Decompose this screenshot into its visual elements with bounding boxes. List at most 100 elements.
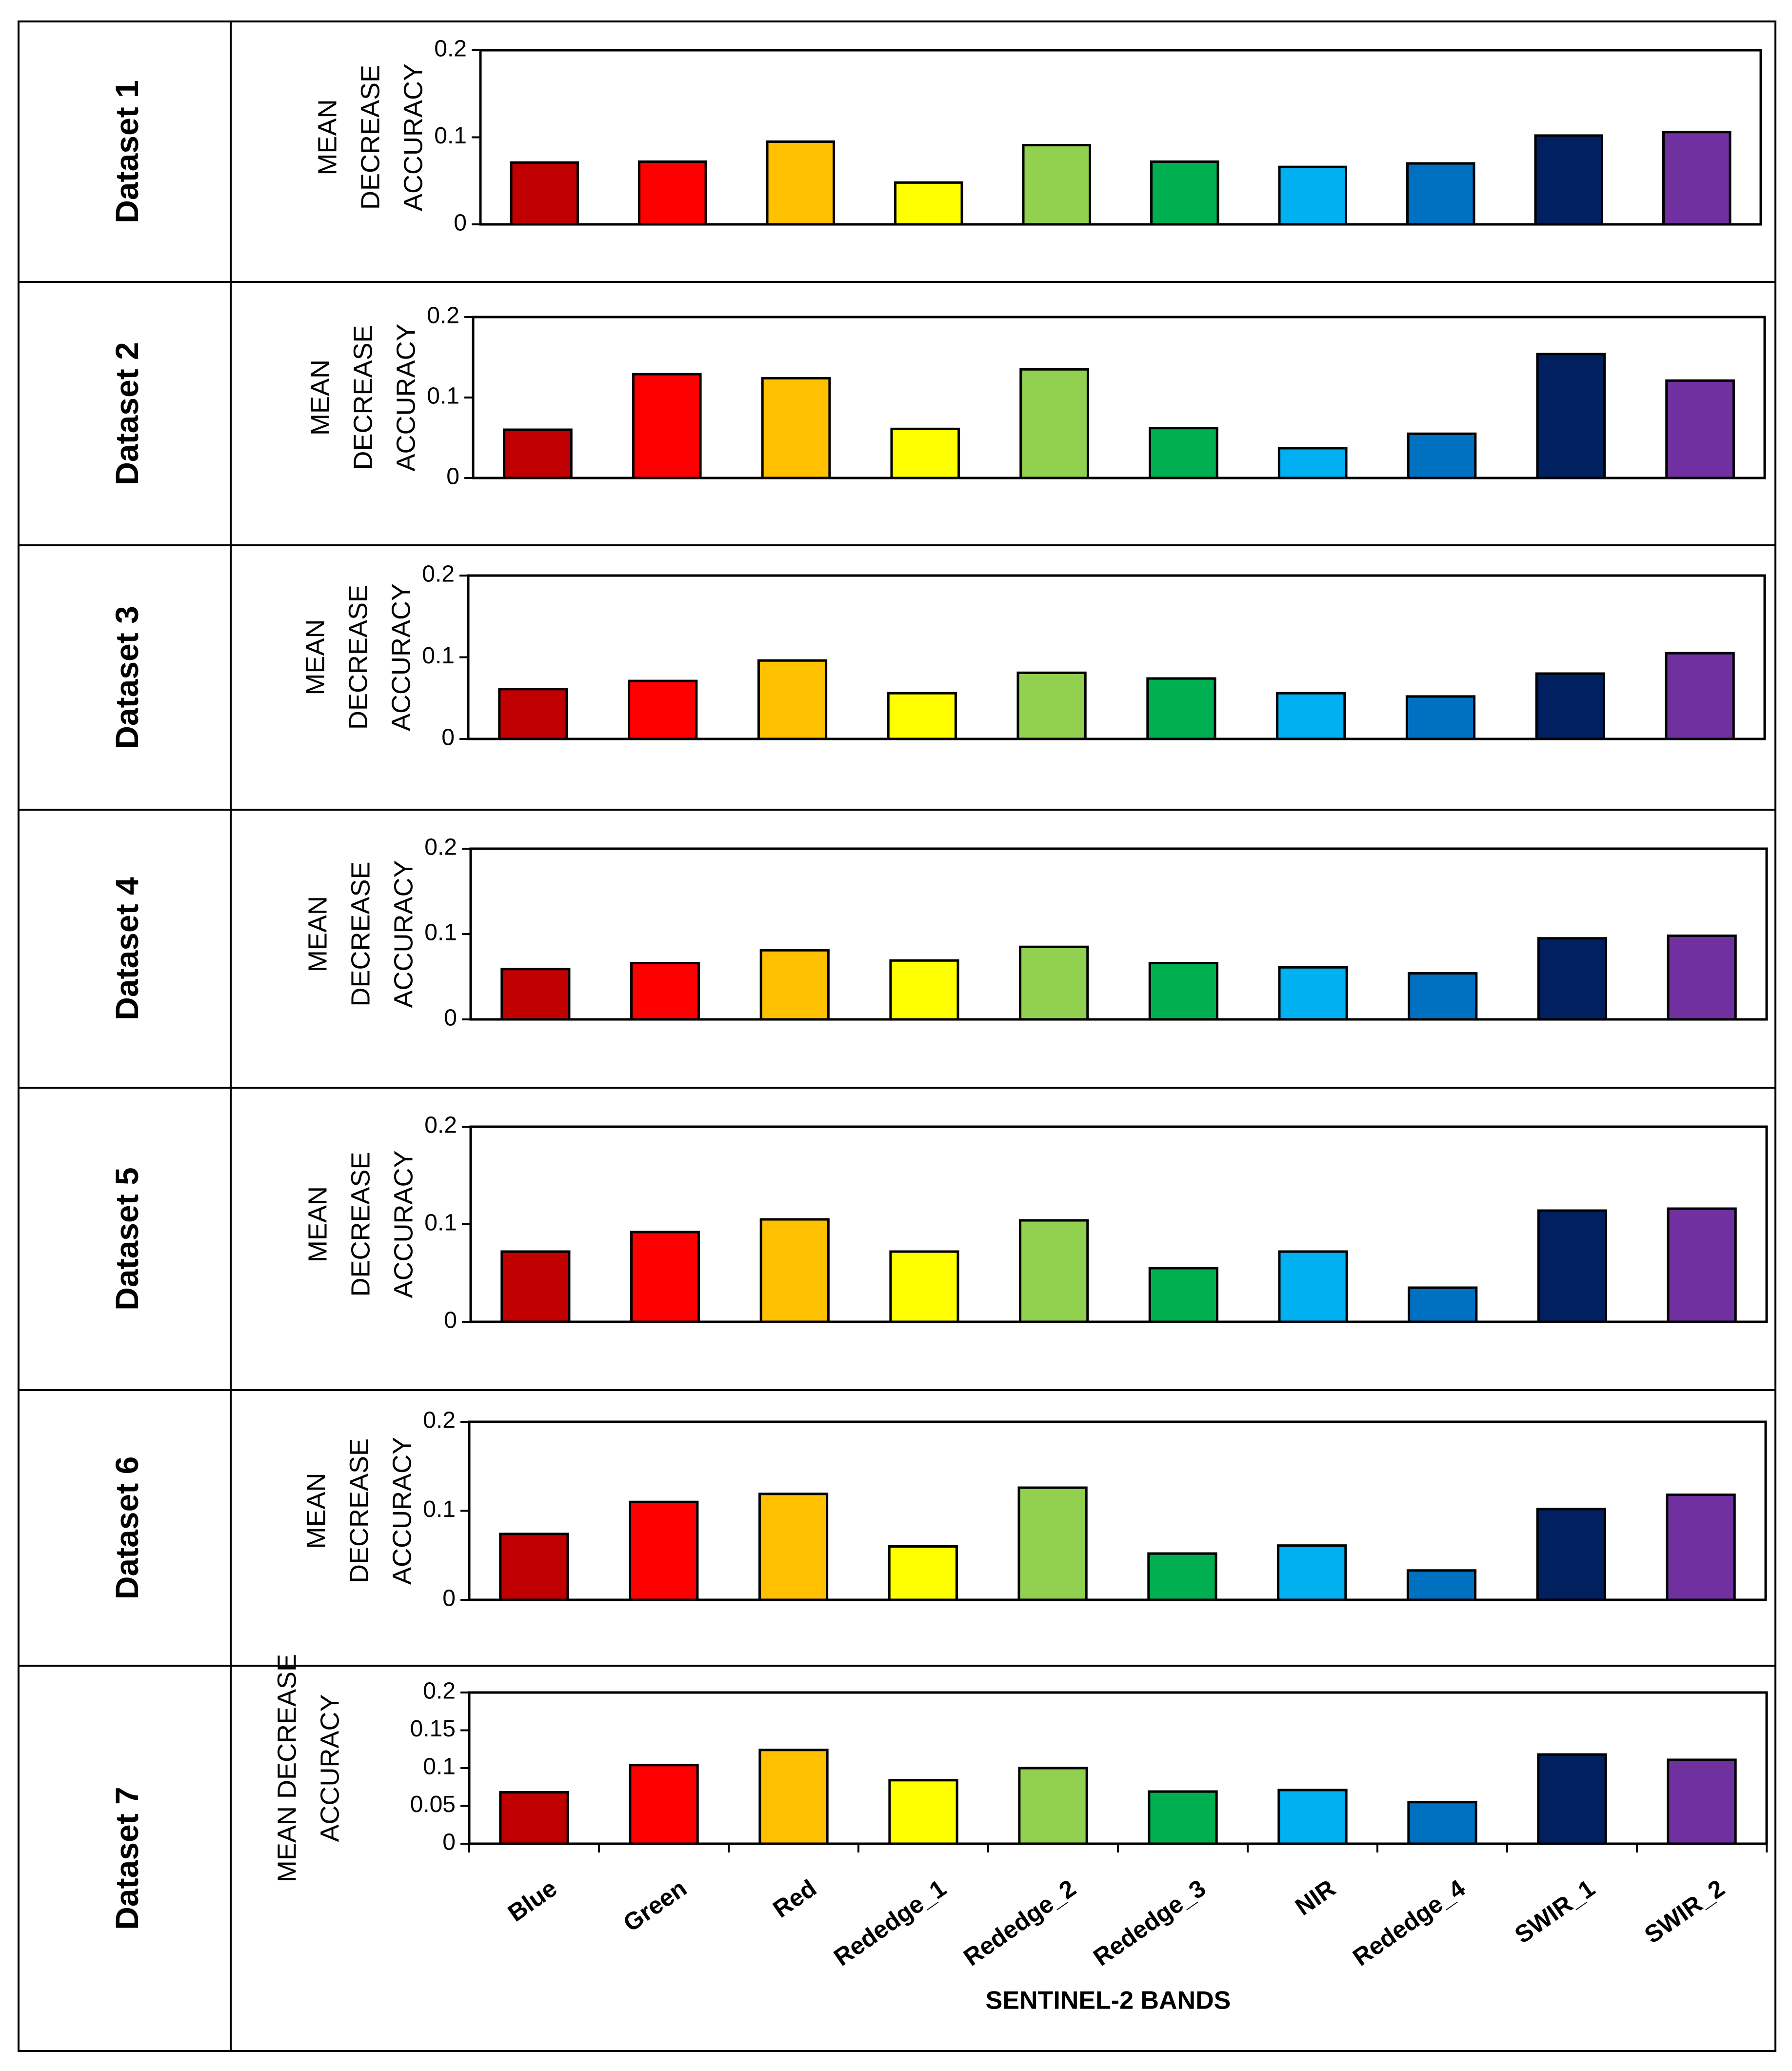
- y-tick-label: 0.2: [423, 1408, 456, 1434]
- y-axis-title-line: MEAN: [303, 896, 332, 972]
- bar-red: [757, 659, 828, 740]
- bar-red: [761, 377, 831, 479]
- y-axis-title-line: DECREASE: [348, 325, 378, 470]
- bar-rededge-4: [1406, 162, 1475, 226]
- y-tick-label: 0.1: [424, 1210, 457, 1236]
- x-tick-label: SWIR_1: [1510, 1874, 1600, 1949]
- bar-rededge-3: [1147, 1552, 1217, 1601]
- bar-green: [630, 1231, 700, 1323]
- bar-rededge-2: [1019, 945, 1089, 1021]
- y-axis-title-line: MEAN: [303, 1186, 332, 1262]
- bar-swir-2: [1667, 935, 1737, 1021]
- bar-rededge-1: [888, 1779, 958, 1845]
- y-tick-label: 0.2: [434, 36, 467, 62]
- y-axis-title-line: ACCURACY: [391, 323, 420, 471]
- bar-rededge-1: [890, 427, 960, 479]
- bar-nir: [1278, 165, 1347, 226]
- y-axis-title-line: DECREASE: [343, 585, 373, 730]
- bar-rededge-3: [1148, 1267, 1218, 1323]
- bar-nir: [1276, 692, 1346, 740]
- y-axis-title-line: ACCURACY: [389, 860, 418, 1008]
- bar-red: [759, 949, 830, 1021]
- bar-swir-2: [1662, 131, 1732, 226]
- bar-swir-1: [1537, 1753, 1607, 1845]
- bar-blue: [499, 1791, 569, 1845]
- bar-red: [758, 1749, 829, 1845]
- bar-rededge-2: [1016, 671, 1087, 740]
- y-axis-title-line: ACCURACY: [398, 63, 428, 211]
- x-tick-label: SWIR_2: [1639, 1874, 1730, 1949]
- y-axis-title-line: MEAN: [300, 619, 330, 695]
- y-axis-title-line: MEAN: [301, 1473, 331, 1549]
- bar-rededge-2: [1018, 1767, 1088, 1845]
- x-tick-label: Red: [768, 1874, 821, 1923]
- bar-green: [638, 160, 707, 226]
- y-axis-title-line: MEAN: [313, 99, 342, 175]
- bar-rededge-2: [1017, 1486, 1088, 1601]
- dataset-row-label: Dataset 2: [109, 342, 145, 485]
- bar-rededge-2: [1019, 368, 1089, 479]
- y-tick-label: 0.15: [410, 1716, 456, 1742]
- bar-rededge-4: [1405, 695, 1476, 740]
- bar-red: [759, 1218, 830, 1323]
- bar-green: [629, 1764, 699, 1845]
- bar-green: [632, 373, 702, 479]
- bar-rededge-4: [1407, 1801, 1477, 1845]
- bar-swir-1: [1535, 672, 1605, 740]
- bar-red: [766, 140, 835, 226]
- y-tick-label: 0.1: [422, 643, 455, 669]
- bar-swir-2: [1667, 1207, 1737, 1323]
- bar-rededge-4: [1408, 1286, 1478, 1323]
- y-tick-label: 0.2: [424, 835, 457, 860]
- bar-blue: [510, 161, 579, 226]
- y-tick-label: 0.2: [423, 1678, 456, 1704]
- y-tick-label: 0: [446, 464, 459, 490]
- bar-rededge-3: [1146, 677, 1216, 740]
- y-tick-label: 0.1: [423, 1754, 456, 1780]
- bar-nir: [1277, 1789, 1348, 1845]
- y-axis-title-line: DECREASE: [346, 861, 375, 1006]
- y-tick-label: 0.2: [424, 1113, 457, 1138]
- bar-rededge-1: [889, 959, 959, 1021]
- bar-swir-1: [1537, 1209, 1608, 1323]
- bar-swir-1: [1536, 353, 1606, 479]
- bar-nir: [1278, 966, 1348, 1021]
- bar-green: [629, 1500, 699, 1601]
- x-tick-label: Blue: [503, 1874, 562, 1927]
- dataset-row-label: Dataset 4: [109, 877, 145, 1020]
- bar-blue: [503, 428, 573, 479]
- bar-swir-2: [1665, 379, 1735, 479]
- y-tick-label: 0.1: [424, 920, 457, 946]
- y-tick-label: 0: [442, 1586, 456, 1612]
- bar-swir-1: [1536, 1508, 1606, 1601]
- dataset-row-label: Dataset 5: [109, 1167, 145, 1311]
- y-tick-label: 0: [454, 210, 467, 236]
- bar-rededge-3: [1148, 962, 1218, 1021]
- y-axis-title-line: DECREASE: [344, 1438, 374, 1583]
- x-tick-label: NIR: [1290, 1874, 1340, 1921]
- y-tick-label: 0.1: [423, 1496, 456, 1522]
- bar-nir: [1277, 1544, 1347, 1601]
- bar-swir-2: [1666, 1494, 1736, 1601]
- bar-rededge-4: [1406, 1569, 1477, 1601]
- bar-swir-1: [1537, 937, 1608, 1021]
- bar-rededge-1: [894, 181, 963, 226]
- bar-green: [630, 962, 700, 1021]
- bar-rededge-1: [887, 692, 957, 740]
- bar-blue: [500, 968, 571, 1021]
- y-tick-label: 0: [444, 1308, 457, 1334]
- y-axis-title-line: DECREASE: [356, 65, 385, 210]
- bar-swir-1: [1534, 134, 1603, 226]
- y-axis-title-line: ACCURACY: [389, 1150, 418, 1298]
- bar-green: [628, 679, 698, 740]
- bar-rededge-2: [1019, 1219, 1089, 1323]
- bar-rededge-2: [1022, 144, 1091, 226]
- table-frame: [18, 20, 1776, 2052]
- bar-blue: [499, 1533, 569, 1601]
- dataset-row-label: Dataset 1: [109, 80, 145, 223]
- y-axis-title-line: DECREASE: [346, 1152, 375, 1296]
- x-tick-label: Rededge_2: [958, 1874, 1081, 1971]
- x-tick-label: Rededge_1: [829, 1874, 951, 1971]
- bar-rededge-4: [1408, 972, 1478, 1021]
